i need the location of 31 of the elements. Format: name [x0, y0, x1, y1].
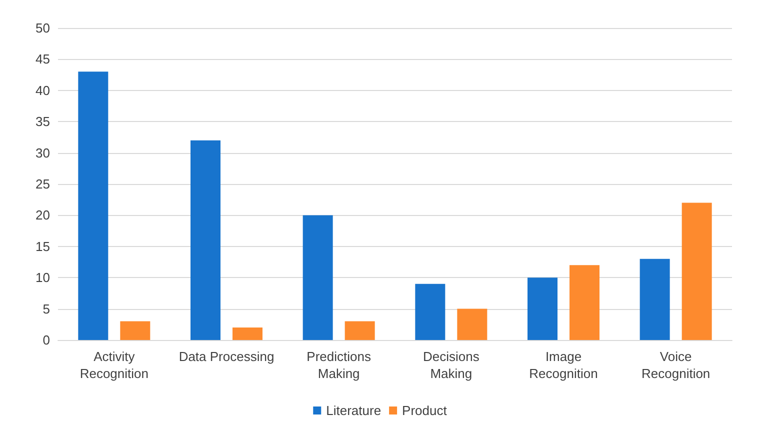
- y-tick-label: 5: [42, 301, 50, 316]
- x-tick-label: Voice Recognition: [642, 349, 710, 381]
- bar: [640, 258, 670, 340]
- x-tick-label: Predictions Making: [306, 349, 372, 381]
- legend-label: Product: [402, 403, 448, 418]
- bar: [190, 140, 220, 340]
- y-tick-label: 15: [36, 238, 50, 254]
- bar: [528, 278, 558, 340]
- y-tick-label: 20: [36, 208, 50, 223]
- y-tick-label: 30: [36, 145, 50, 160]
- bar: [120, 321, 150, 340]
- bar: [302, 215, 333, 340]
- x-tick-label: Activity Recognition: [80, 349, 148, 381]
- x-tick-label: Image Recognition: [529, 349, 598, 381]
- y-tick-label: 35: [36, 114, 50, 130]
- bar: [415, 284, 446, 340]
- bar: [78, 72, 108, 340]
- bar: [682, 202, 712, 340]
- bar: [457, 308, 488, 340]
- y-tick-label: 40: [36, 82, 50, 98]
- y-tick-label: 50: [36, 20, 50, 36]
- legend-label: Literature: [326, 403, 382, 418]
- y-tick-label: 10: [36, 270, 50, 286]
- y-tick-label: 25: [36, 176, 50, 192]
- y-tick-label: 45: [36, 52, 50, 67]
- y-tick-label: 0: [42, 332, 50, 348]
- x-tick-label: Decisions Making: [422, 349, 480, 381]
- bar: [344, 321, 375, 340]
- bar: [232, 328, 262, 340]
- bar: [570, 265, 600, 340]
- x-tick-label: Data Processing: [178, 349, 274, 364]
